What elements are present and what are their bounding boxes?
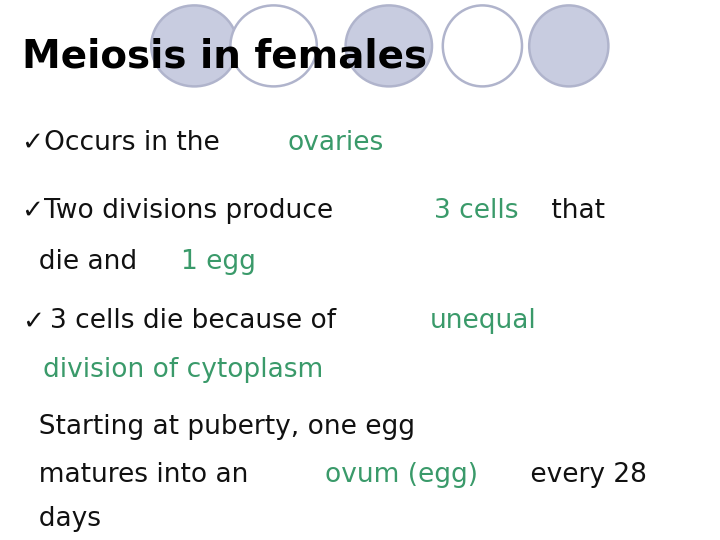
Ellipse shape <box>529 5 608 86</box>
Ellipse shape <box>443 5 522 86</box>
Text: die and: die and <box>22 249 145 275</box>
Text: division of cytoplasm: division of cytoplasm <box>43 357 323 383</box>
Ellipse shape <box>151 5 238 86</box>
Text: ✓Occurs in the: ✓Occurs in the <box>22 130 228 156</box>
Ellipse shape <box>230 5 317 86</box>
Ellipse shape <box>346 5 432 86</box>
Text: Starting at puberty, one egg: Starting at puberty, one egg <box>22 414 415 440</box>
Text: that: that <box>543 198 605 224</box>
Text: ✓Two divisions produce: ✓Two divisions produce <box>22 198 341 224</box>
Text: every 28: every 28 <box>522 462 647 488</box>
Text: days: days <box>22 507 101 532</box>
Text: ovum (egg): ovum (egg) <box>325 462 477 488</box>
Text: matures into an: matures into an <box>22 462 256 488</box>
Text: unequal: unequal <box>430 308 537 334</box>
Text: 3 cells die because of: 3 cells die because of <box>50 308 345 334</box>
Text: ✓: ✓ <box>22 308 44 334</box>
Text: 3 cells: 3 cells <box>434 198 518 224</box>
Text: Meiosis in females: Meiosis in females <box>22 38 427 76</box>
Text: 1 egg: 1 egg <box>181 249 256 275</box>
Text: ovaries: ovaries <box>287 130 384 156</box>
